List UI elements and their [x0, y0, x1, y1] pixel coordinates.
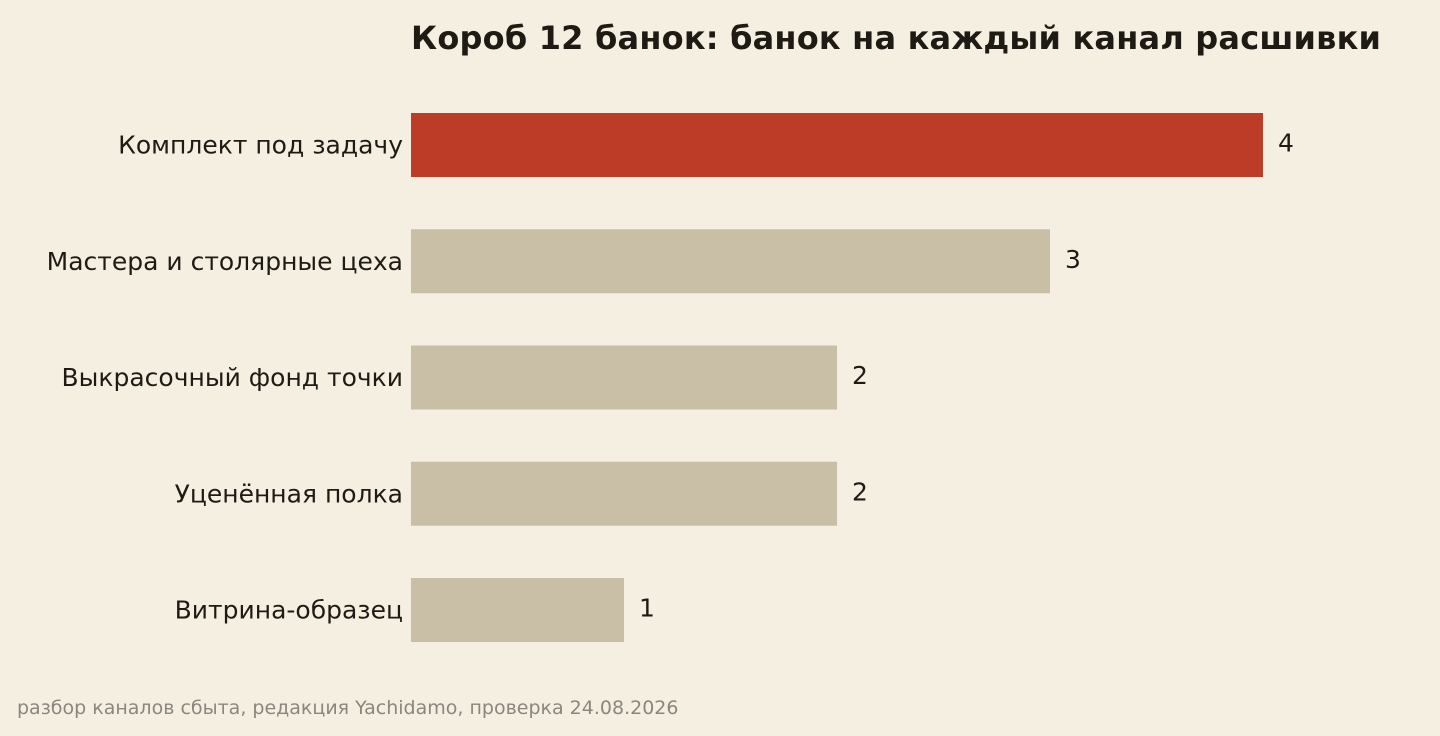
category-label: Витрина-образец	[175, 596, 403, 625]
category-label: Мастера и столярные цеха	[47, 247, 403, 276]
bar-4	[411, 461, 837, 526]
category-label: Уценённая полка	[175, 479, 403, 508]
category-label: Комплект под задачу	[118, 131, 403, 160]
footnote: разбор каналов сбыта, редакция Yachidamo…	[17, 697, 679, 719]
bar-5	[411, 578, 624, 642]
value-label: 2	[852, 477, 868, 506]
bar-1	[411, 113, 1263, 177]
chart-title: Короб 12 банок: банок на каждый канал ра…	[411, 19, 1382, 57]
value-label: 3	[1065, 245, 1081, 274]
bar-2	[411, 229, 1050, 294]
category-label: Выкрасочный фонд точки	[62, 363, 404, 392]
value-label: 4	[1278, 129, 1294, 158]
bar-3	[411, 345, 837, 410]
value-label: 1	[639, 594, 655, 623]
value-label: 2	[852, 361, 868, 390]
